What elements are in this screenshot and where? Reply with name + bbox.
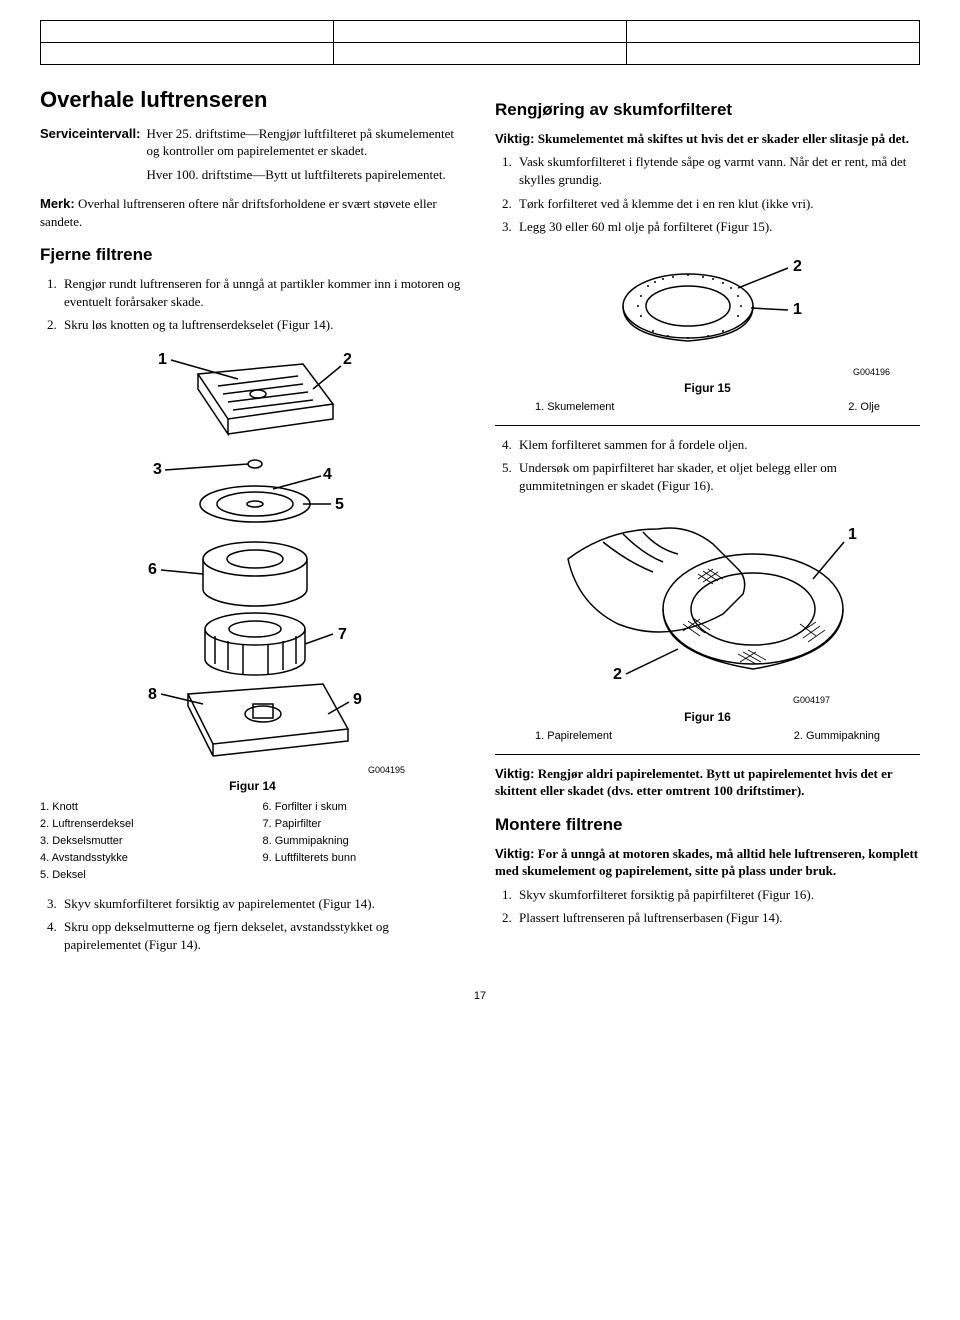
list-item: Skru opp dekselmutterne og fjern deksele… xyxy=(60,918,465,953)
viktig-3-text: For å unngå at motoren skades, må alltid… xyxy=(495,846,918,879)
svg-text:2: 2 xyxy=(793,258,802,275)
list-item: Klem forfilteret sammen for å fordele ol… xyxy=(515,436,920,454)
interval-label: Serviceintervall: xyxy=(40,125,146,190)
left-column: Overhale luftrenseren Serviceintervall: … xyxy=(40,85,465,959)
figure-14-code: G004195 xyxy=(40,764,405,776)
viktig-2-text: Rengjør aldri papirelementet. Bytt ut pa… xyxy=(495,766,892,799)
separator xyxy=(495,425,920,426)
figure-16-legend: 1. Papirelement 2. Gummipakning xyxy=(495,729,920,744)
heading-overhale: Overhale luftrenseren xyxy=(40,85,465,115)
legend-left: 1. Knott 2. Luftrenserdeksel 3. Dekselsm… xyxy=(40,800,243,884)
figure-16: 1 2 G004197 Figur 16 xyxy=(495,504,920,724)
legend-item: 7. Papirfilter xyxy=(263,817,466,832)
list-item: Rengjør rundt luftrenseren for å unngå a… xyxy=(60,275,465,310)
interval-item: Hver 100. driftstime—Bytt ut luftfiltere… xyxy=(146,166,465,184)
list-rengjoring-a: Vask skumforfilteret i flytende såpe og … xyxy=(495,153,920,235)
svg-text:9: 9 xyxy=(353,691,362,708)
heading-rengjoring: Rengjøring av skumforfilteret xyxy=(495,99,920,122)
list-item: Legg 30 eller 60 ml olje på forfilteret … xyxy=(515,218,920,236)
svg-text:7: 7 xyxy=(338,626,347,643)
service-interval: Serviceintervall: Hver 25. driftstime—Re… xyxy=(40,125,465,190)
list-rengjoring-b: Klem forfilteret sammen for å fordele ol… xyxy=(495,436,920,495)
list-item: Plassert luftrenseren på luftrenserbasen… xyxy=(515,909,920,927)
figure-16-code: G004197 xyxy=(495,694,830,706)
figure-15-svg: 2 1 xyxy=(593,246,823,366)
svg-text:3: 3 xyxy=(153,461,162,478)
viktig-3: Viktig: For å unngå at motoren skades, m… xyxy=(495,845,920,880)
legend-item: 1. Skumelement xyxy=(535,400,614,415)
interval-items: Hver 25. driftstime—Rengjør luftfilteret… xyxy=(146,125,465,190)
list-item: Undersøk om papirfilteret har skader, et… xyxy=(515,459,920,494)
figure-14-caption: Figur 14 xyxy=(40,778,465,794)
figure-15-caption: Figur 15 xyxy=(495,380,920,396)
viktig-2: Viktig: Rengjør aldri papirelementet. By… xyxy=(495,765,920,800)
figure-15-code: G004196 xyxy=(495,366,890,378)
right-column: Rengjøring av skumforfilteret Viktig: Sk… xyxy=(495,85,920,959)
svg-text:1: 1 xyxy=(158,351,167,368)
legend-right: 6. Forfilter i skum 7. Papirfilter 8. Gu… xyxy=(263,800,466,884)
legend-item: 2. Luftrenserdeksel xyxy=(40,817,243,832)
heading-montere: Montere filtrene xyxy=(495,814,920,837)
legend-item: 3. Dekselsmutter xyxy=(40,834,243,849)
viktig-1-text: Skumelementet må skiftes ut hvis det er … xyxy=(538,131,909,146)
figure-15: 2 1 G004196 Figur 15 xyxy=(495,246,920,396)
figure-14-svg: 1 2 3 xyxy=(103,344,403,764)
legend-item: 4. Avstandsstykke xyxy=(40,851,243,866)
list-item: Tørk forfilteret ved å klemme det i en r… xyxy=(515,195,920,213)
heading-fjerne: Fjerne filtrene xyxy=(40,244,465,267)
merk-text: Overhal luftrenseren oftere når driftsfo… xyxy=(40,196,437,229)
legend-item: 9. Luftfilterets bunn xyxy=(263,851,466,866)
viktig-1: Viktig: Skumelementet må skiftes ut hvis… xyxy=(495,130,920,148)
legend-item: 1. Papirelement xyxy=(535,729,612,744)
svg-text:6: 6 xyxy=(148,561,157,578)
list-item: Skyv skumforfilteret forsiktig på papirf… xyxy=(515,886,920,904)
figure-16-svg: 1 2 xyxy=(548,504,868,694)
legend-item: 2. Gummipakning xyxy=(794,729,880,744)
viktig-label: Viktig: xyxy=(495,846,535,861)
svg-text:4: 4 xyxy=(323,466,332,483)
legend-item: 5. Deksel xyxy=(40,868,243,883)
list-fjerne-a: Rengjør rundt luftrenseren for å unngå a… xyxy=(40,275,465,334)
header-table xyxy=(40,20,920,65)
figure-14: 1 2 3 xyxy=(40,344,465,794)
content-columns: Overhale luftrenseren Serviceintervall: … xyxy=(40,85,920,959)
viktig-label: Viktig: xyxy=(495,766,535,781)
svg-text:2: 2 xyxy=(343,351,352,368)
svg-text:1: 1 xyxy=(848,526,857,543)
svg-text:2: 2 xyxy=(613,666,622,683)
viktig-label: Viktig: xyxy=(495,131,535,146)
svg-text:1: 1 xyxy=(793,301,802,318)
svg-text:8: 8 xyxy=(148,686,157,703)
page-number: 17 xyxy=(40,989,920,1004)
legend-item: 2. Olje xyxy=(848,400,880,415)
svg-text:5: 5 xyxy=(335,496,344,513)
legend-item: 1. Knott xyxy=(40,800,243,815)
interval-item: Hver 25. driftstime—Rengjør luftfilteret… xyxy=(146,125,465,160)
list-montere: Skyv skumforfilteret forsiktig på papirf… xyxy=(495,886,920,927)
legend-item: 8. Gummipakning xyxy=(263,834,466,849)
list-item: Skru løs knotten og ta luftrenserdeksele… xyxy=(60,316,465,334)
figure-16-caption: Figur 16 xyxy=(495,709,920,725)
legend-item: 6. Forfilter i skum xyxy=(263,800,466,815)
separator xyxy=(495,754,920,755)
figure-14-legend: 1. Knott 2. Luftrenserdeksel 3. Dekselsm… xyxy=(40,800,465,884)
list-item: Skyv skumforfilteret forsiktig av papire… xyxy=(60,895,465,913)
figure-15-legend: 1. Skumelement 2. Olje xyxy=(495,400,920,415)
list-item: Vask skumforfilteret i flytende såpe og … xyxy=(515,153,920,188)
merk-note: Merk: Overhal luftrenseren oftere når dr… xyxy=(40,195,465,230)
list-fjerne-b: Skyv skumforfilteret forsiktig av papire… xyxy=(40,895,465,954)
merk-label: Merk: xyxy=(40,196,75,211)
